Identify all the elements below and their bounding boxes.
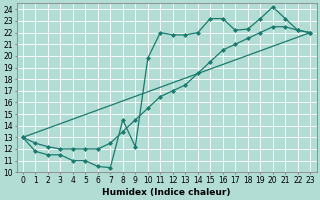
X-axis label: Humidex (Indice chaleur): Humidex (Indice chaleur) xyxy=(102,188,231,197)
